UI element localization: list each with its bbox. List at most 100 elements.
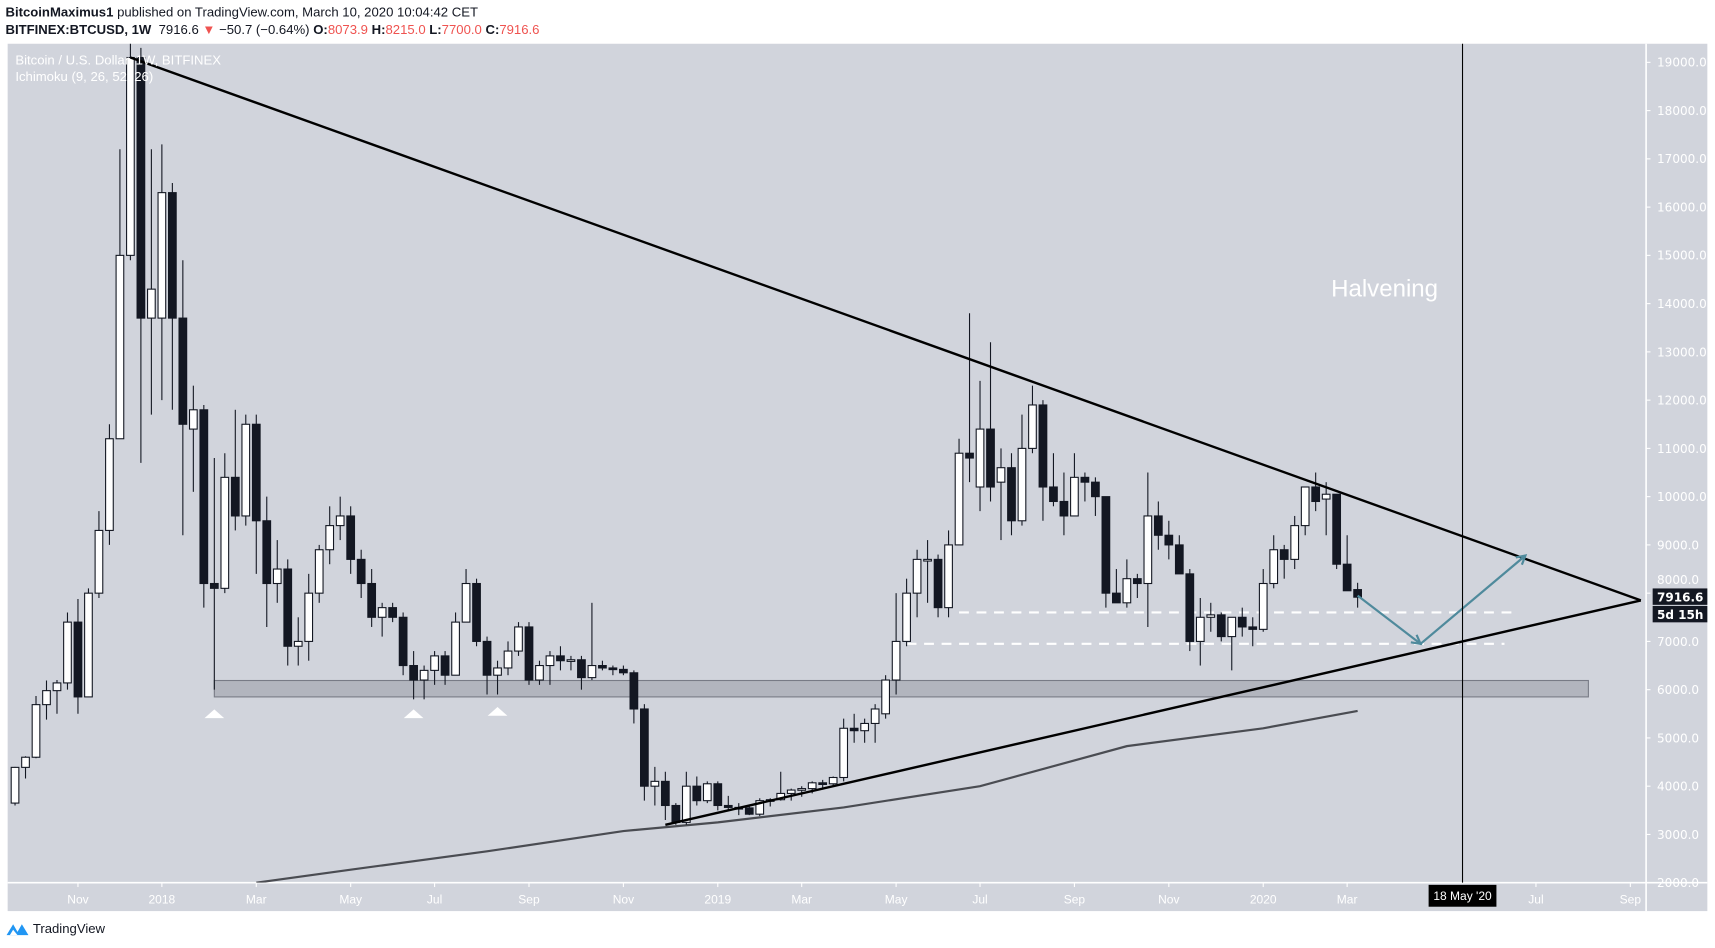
candle[interactable] [1342,535,1352,592]
candle[interactable] [377,602,387,637]
candle[interactable] [136,47,146,463]
candle[interactable] [42,680,51,720]
candle[interactable] [639,704,649,801]
candle[interactable] [1206,602,1216,632]
candle[interactable] [975,380,985,512]
candle[interactable] [891,593,901,695]
candle[interactable] [681,771,691,825]
candle[interactable] [440,651,450,685]
candle[interactable] [147,149,156,415]
candle[interactable] [692,776,702,806]
candle[interactable] [577,655,586,690]
candle[interactable] [241,414,251,526]
descending-trendline[interactable] [130,56,1642,602]
candle[interactable] [1174,535,1184,575]
candle[interactable] [870,704,880,743]
candle[interactable] [251,414,261,574]
candle[interactable] [1185,569,1195,652]
candle[interactable] [755,798,765,817]
candle[interactable] [514,622,523,656]
candle[interactable] [1007,453,1016,536]
candle[interactable] [608,665,618,676]
candle[interactable] [1227,616,1237,671]
candle[interactable] [230,409,240,531]
candle[interactable] [94,511,104,598]
candle[interactable] [105,424,114,545]
chart-pane[interactable] [10,19,1642,883]
candle[interactable] [1132,573,1142,598]
candle[interactable] [1248,617,1258,647]
candle[interactable] [157,144,167,401]
candle[interactable] [1195,597,1205,666]
candle[interactable] [598,660,607,671]
candle[interactable] [860,718,870,743]
candle[interactable] [1038,400,1048,521]
candle[interactable] [1049,453,1058,507]
candle[interactable] [619,665,628,676]
ascending-trendline[interactable] [665,599,1642,826]
candle[interactable] [723,795,733,811]
candle[interactable] [1311,472,1321,512]
candle[interactable] [84,588,93,698]
candle[interactable] [545,651,555,685]
candle[interactable] [356,549,366,598]
candle[interactable] [1258,569,1268,632]
candle[interactable] [73,598,83,714]
candle[interactable] [115,149,125,440]
candle[interactable] [839,718,849,782]
candle[interactable] [1153,501,1163,550]
candle[interactable] [482,636,492,695]
candle[interactable] [629,670,639,724]
candle[interactable] [986,342,995,502]
support-zone[interactable] [213,679,1589,698]
candle[interactable] [314,544,324,603]
candle[interactable] [31,695,41,759]
candle[interactable] [744,805,754,816]
candle[interactable] [1237,607,1247,637]
candle[interactable] [367,569,377,627]
candle[interactable] [1028,385,1037,454]
candle[interactable] [1017,414,1027,526]
candle[interactable] [1353,582,1363,608]
candle[interactable] [178,260,188,536]
candle[interactable] [587,602,597,681]
candle[interactable] [566,655,576,671]
candle[interactable] [262,496,272,627]
halvening-label[interactable]: Halvening [1331,275,1438,302]
candle[interactable] [1279,544,1289,579]
candle[interactable] [944,530,953,618]
candle[interactable] [472,578,481,647]
candle[interactable] [1122,559,1132,608]
candle[interactable] [63,612,72,690]
candle[interactable] [388,602,398,623]
candle[interactable] [199,404,209,608]
candle[interactable] [209,458,219,690]
candle[interactable] [461,569,471,623]
indicator-legend[interactable]: Ichimoku (9, 26, 52, 26) [15,68,154,85]
candle[interactable] [335,496,345,541]
candle[interactable] [188,385,198,492]
candle[interactable] [398,612,408,676]
candle[interactable] [954,438,964,546]
candle[interactable] [272,540,282,603]
candle[interactable] [912,549,922,618]
candle[interactable] [556,646,565,671]
candle[interactable] [702,781,712,804]
candle[interactable] [293,617,303,666]
candle[interactable] [21,756,30,779]
candle[interactable] [409,651,418,700]
candle[interactable] [1164,520,1174,560]
candle[interactable] [1070,453,1079,517]
candle[interactable] [965,313,974,483]
candle[interactable] [304,573,314,661]
candle[interactable] [881,675,890,719]
candle[interactable] [1300,486,1310,536]
candle[interactable] [1112,569,1121,604]
candle[interactable] [451,612,460,676]
candle[interactable] [828,776,838,786]
candle[interactable] [1216,612,1226,642]
candle[interactable] [713,781,723,811]
candle[interactable] [1059,472,1069,536]
candle[interactable] [419,665,429,700]
candle[interactable] [167,182,177,410]
